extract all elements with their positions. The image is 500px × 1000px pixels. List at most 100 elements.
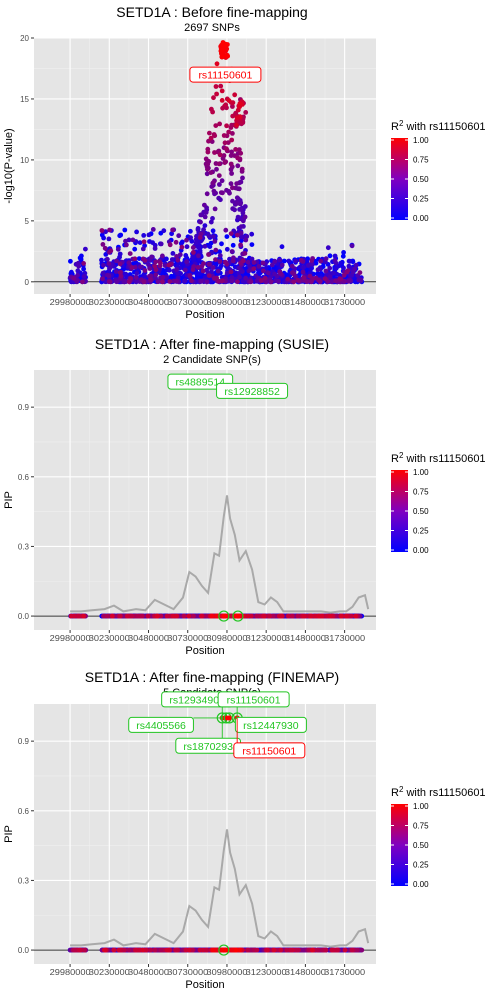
snp-point bbox=[135, 613, 141, 619]
snp-point bbox=[184, 237, 189, 243]
snp-point bbox=[167, 279, 173, 284]
snp-point bbox=[289, 613, 295, 619]
snp-point bbox=[226, 129, 232, 135]
snp-point bbox=[158, 947, 164, 953]
snp-label: rs1870293 bbox=[183, 741, 233, 753]
snp-point bbox=[215, 613, 221, 619]
snp-point bbox=[242, 251, 248, 256]
snp-point bbox=[213, 123, 219, 128]
snp-point bbox=[222, 259, 228, 265]
snp-point bbox=[205, 162, 211, 167]
snp-point bbox=[122, 278, 128, 284]
legend-colorbar bbox=[391, 138, 408, 220]
snp-point bbox=[291, 279, 297, 285]
snp-point bbox=[294, 947, 299, 953]
snp-point bbox=[79, 253, 84, 259]
snp-point bbox=[213, 247, 219, 253]
x-tick-label: 29980000 bbox=[50, 968, 92, 977]
snp-point bbox=[104, 613, 110, 619]
snp-point bbox=[237, 265, 242, 271]
y-tick-label: 0.6 bbox=[18, 473, 30, 482]
snp-point bbox=[129, 613, 135, 619]
snp-label-box bbox=[234, 716, 307, 733]
snp-point bbox=[188, 235, 194, 241]
snp-point bbox=[196, 253, 201, 259]
chart-susie: SETD1A : After fine-mapping (SUSIE) 2 Can… bbox=[3, 336, 486, 657]
snp-point bbox=[235, 279, 240, 285]
snp-point bbox=[108, 264, 113, 270]
snp-point bbox=[197, 271, 203, 276]
legend-tick-label: 0.50 bbox=[413, 507, 429, 516]
snp-point bbox=[107, 227, 112, 233]
snp-point bbox=[240, 175, 245, 181]
snp-point bbox=[209, 269, 214, 274]
snp-point bbox=[279, 613, 285, 619]
snp-point bbox=[124, 242, 129, 248]
snp-point bbox=[76, 947, 82, 953]
snp-point bbox=[212, 150, 217, 155]
legend-tick-label: 0.50 bbox=[413, 841, 429, 850]
snp-point bbox=[230, 198, 235, 204]
snp-point bbox=[195, 265, 201, 270]
snp-point bbox=[229, 171, 235, 176]
snp-point bbox=[243, 237, 249, 243]
snp-point bbox=[152, 264, 158, 269]
snp-point bbox=[123, 271, 129, 277]
snp-point bbox=[256, 264, 262, 269]
snp-point bbox=[265, 270, 271, 276]
snp-point bbox=[148, 277, 153, 283]
snp-point bbox=[337, 276, 343, 281]
snp-point bbox=[101, 262, 106, 268]
snp-point bbox=[284, 947, 290, 953]
snp-point bbox=[204, 279, 210, 285]
snp-point bbox=[210, 216, 215, 221]
x-tick-label: 31230000 bbox=[246, 968, 288, 977]
snp-point bbox=[166, 267, 172, 273]
snp-point bbox=[238, 234, 244, 240]
x-tick-label: 31730000 bbox=[324, 298, 366, 307]
snp-point bbox=[239, 166, 245, 172]
snp-point bbox=[177, 252, 183, 258]
snp-point bbox=[116, 947, 122, 953]
snp-point bbox=[358, 277, 364, 283]
snp-point bbox=[272, 271, 277, 277]
legend-tick-label: 0.75 bbox=[413, 822, 429, 831]
snp-point bbox=[281, 258, 287, 264]
snp-point bbox=[270, 613, 276, 619]
snp-point bbox=[193, 240, 199, 246]
snp-point bbox=[269, 262, 275, 268]
snp-point bbox=[210, 109, 216, 115]
snp-point bbox=[106, 273, 112, 279]
snp-point bbox=[206, 252, 211, 257]
data-layer bbox=[34, 378, 376, 622]
snp-point bbox=[333, 265, 339, 271]
snp-point bbox=[278, 271, 283, 276]
legend-title-sup: 2 bbox=[399, 451, 404, 460]
snp-point bbox=[238, 150, 244, 156]
snp-point bbox=[210, 180, 216, 186]
snp-point bbox=[222, 140, 228, 146]
snp-point bbox=[190, 267, 196, 273]
snp-point bbox=[300, 269, 306, 275]
snp-point bbox=[196, 245, 201, 250]
candidate-snp-ring bbox=[218, 610, 230, 622]
snp-point bbox=[100, 242, 106, 247]
snp-label: rs12928852 bbox=[224, 386, 280, 398]
x-tick-label: 30980000 bbox=[206, 298, 248, 307]
chart-title: SETD1A : After fine-mapping (FINEMAP) bbox=[85, 669, 339, 685]
legend-tick-label: 1.00 bbox=[413, 136, 429, 145]
snp-point bbox=[148, 273, 154, 279]
legend-title-suffix: with rs11150601 bbox=[403, 787, 485, 799]
snp-label: rs12447930 bbox=[243, 720, 299, 732]
legend-tick-label: 0.50 bbox=[413, 175, 429, 184]
snp-point bbox=[243, 110, 249, 115]
snp-point bbox=[267, 613, 273, 619]
snp-point bbox=[154, 613, 160, 619]
x-tick-label: 30480000 bbox=[128, 634, 170, 643]
snp-point bbox=[203, 210, 209, 215]
snp-point bbox=[327, 265, 333, 271]
snp-point bbox=[341, 250, 346, 255]
snp-label: rs4889514 bbox=[175, 377, 225, 389]
snp-point bbox=[309, 258, 315, 263]
